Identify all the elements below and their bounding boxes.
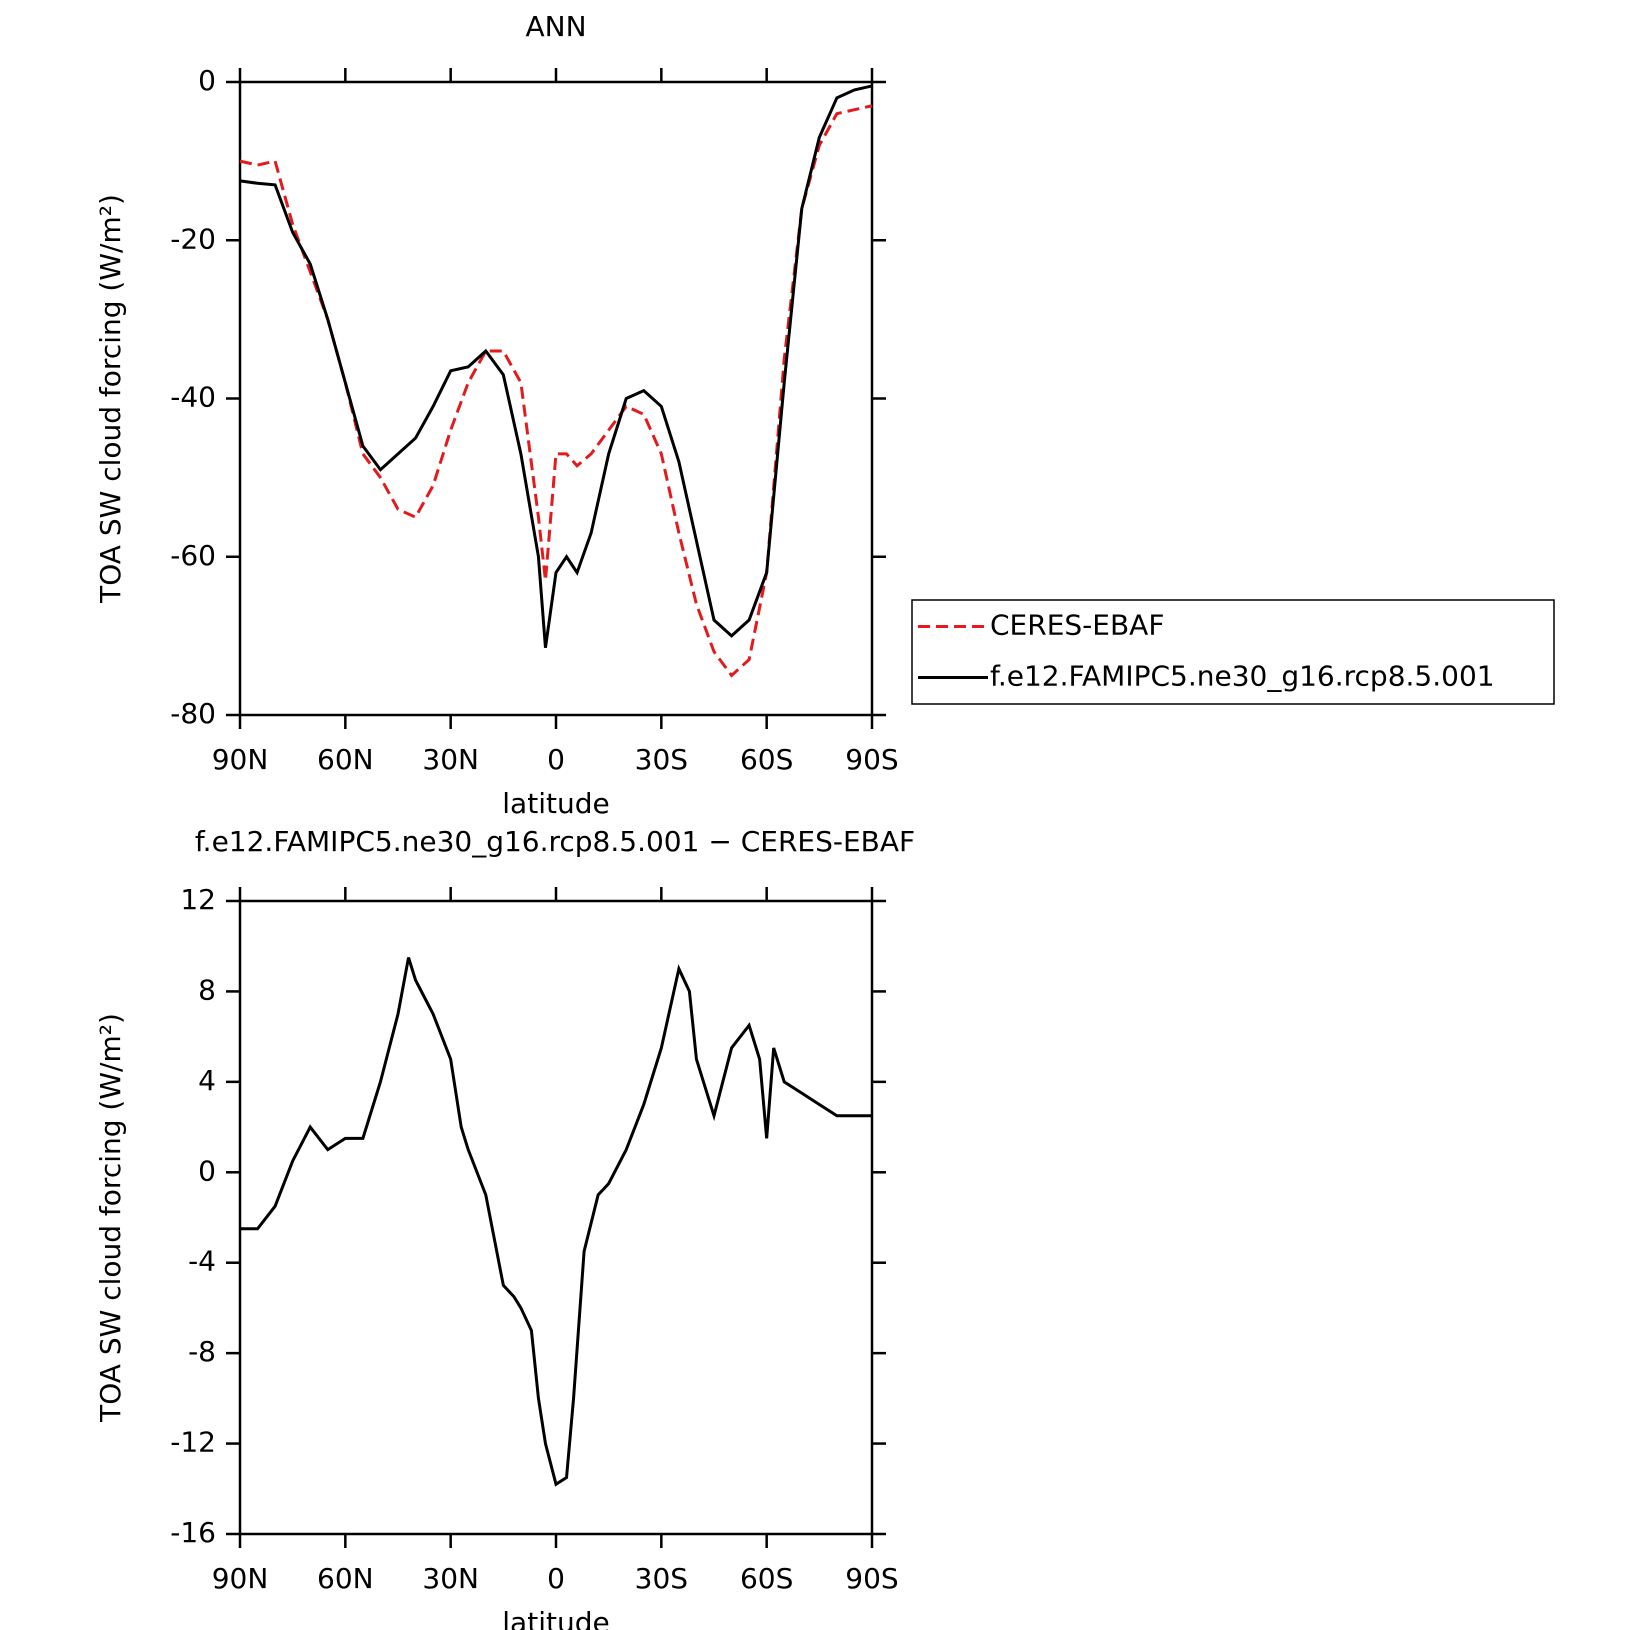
y-tick-label: 8 [198, 973, 216, 1006]
x-tick-label: 90S [845, 743, 898, 776]
x-tick-label: 60S [740, 743, 793, 776]
y-tick-label: -60 [170, 539, 216, 572]
y-tick-label: -12 [170, 1426, 216, 1459]
y-tick-label: -20 [170, 222, 216, 255]
x-tick-label: 60S [740, 1562, 793, 1595]
series-line [239, 84, 873, 648]
y-tick-label: 4 [198, 1064, 216, 1097]
plot-frame [238, 899, 874, 1536]
x-tick-label: 30S [635, 1562, 688, 1595]
chart-title: f.e12.FAMIPC5.ne30_g16.rcp8.5.001 − CERE… [195, 825, 915, 858]
y-tick-label: -8 [188, 1335, 216, 1368]
y-tick-label: 0 [198, 64, 216, 97]
x-tick-label: 30S [635, 743, 688, 776]
x-tick-label: 90N [212, 1562, 269, 1595]
series-line [240, 957, 872, 1487]
x-tick-label: 90N [212, 743, 269, 776]
y-tick-label: -80 [170, 697, 216, 730]
y-tick-label: 12 [180, 883, 216, 916]
x-axis-label: latitude [502, 787, 609, 820]
x-tick-label: 90S [845, 1562, 898, 1595]
y-axis-label: TOA SW cloud forcing (W/m²) [94, 194, 127, 604]
x-tick-label: 30N [422, 1562, 479, 1595]
y-tick-label: -4 [188, 1245, 216, 1278]
y-tick-label: -16 [170, 1516, 216, 1549]
x-tick-label: 0 [547, 743, 565, 776]
chart-title: ANN [525, 10, 586, 43]
y-axis-label: TOA SW cloud forcing (W/m²) [94, 1013, 127, 1423]
y-tick-label: -40 [170, 381, 216, 414]
legend-label: f.e12.FAMIPC5.ne30_g16.rcp8.5.001 [990, 660, 1495, 693]
legend-box [911, 599, 1555, 705]
x-tick-label: 60N [317, 1562, 374, 1595]
x-tick-label: 30N [422, 743, 479, 776]
plot-frame [238, 80, 874, 717]
x-tick-label: 0 [547, 1562, 565, 1595]
y-tick-label: 0 [198, 1154, 216, 1187]
series-line [239, 104, 873, 678]
x-tick-label: 60N [317, 743, 374, 776]
x-axis-label: latitude [502, 1606, 609, 1630]
legend-label: CERES-EBAF [990, 609, 1164, 642]
